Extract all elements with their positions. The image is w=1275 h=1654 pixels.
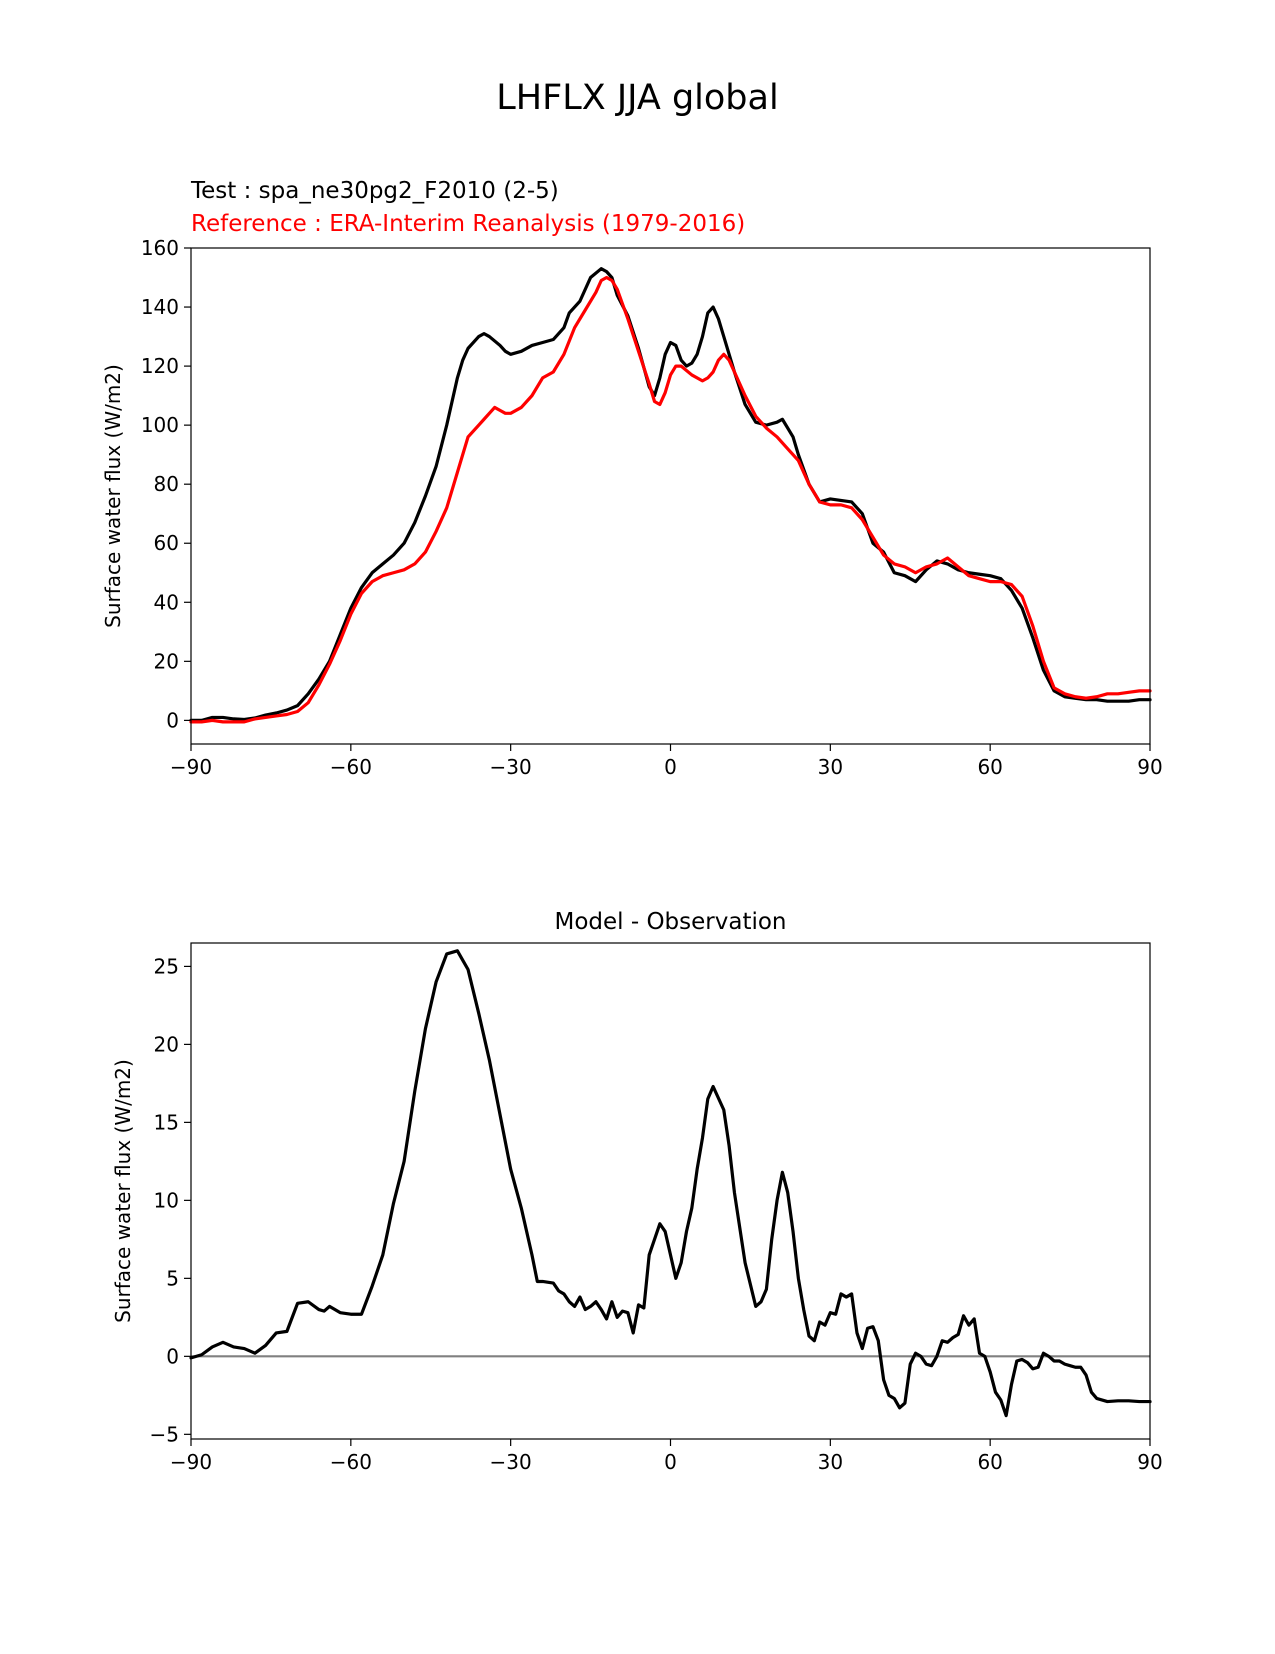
plot-frame [190,247,1151,745]
y-tick-label: 15 [154,1110,179,1134]
y-tick-label: 10 [154,1188,179,1212]
y-tick-label: 0 [166,1344,179,1368]
x-tick-label: −90 [170,1450,212,1474]
y-axis-label: Surface water flux (W/m2) [111,1059,135,1323]
y-tick-label: 140 [141,295,179,319]
x-tick-label: −60 [330,755,372,779]
y-tick-label: 25 [154,954,179,978]
y-tick-label: 0 [166,708,179,732]
x-tick-label: −30 [490,1450,532,1474]
x-tick-label: 60 [977,755,1002,779]
y-axis-label: Surface water flux (W/m2) [101,364,125,628]
y-tick-label: 60 [154,531,179,555]
x-tick-label: 30 [818,755,843,779]
x-tick-label: 30 [818,1450,843,1474]
y-tick-label: 120 [141,354,179,378]
y-tick-label: 100 [141,413,179,437]
y-tick-label: 40 [154,590,179,614]
x-tick-label: 0 [664,1450,677,1474]
y-tick-label: −5 [150,1422,179,1446]
panel-reference-title: Reference : ERA-Interim Reanalysis (1979… [191,211,745,237]
panel-difference-title: Model - Observation [554,909,786,935]
panel-model-minus-observation: Model - Observation Surface water flux (… [111,909,1163,1474]
panel-test-vs-reference: Test : spa_ne30pg2_F2010 (2-5) Reference… [101,178,1163,779]
x-tick-label: 90 [1137,1450,1162,1474]
x-tick-label: 60 [977,1450,1002,1474]
series-line-0 [189,949,1152,1418]
y-tick-label: 80 [154,472,179,496]
y-tick-label: 20 [154,1032,179,1056]
series-line-1 [189,275,1152,724]
x-tick-label: 0 [664,755,677,779]
x-tick-label: −60 [330,1450,372,1474]
x-tick-label: 90 [1137,755,1162,779]
y-tick-label: 20 [154,649,179,673]
x-tick-label: −30 [490,755,532,779]
plot-frame [190,942,1151,1440]
panel-test-title: Test : spa_ne30pg2_F2010 (2-5) [190,178,559,204]
y-tick-label: 5 [166,1266,179,1290]
figure-title: LHFLX JJA global [496,78,778,118]
y-tick-label: 160 [141,236,179,260]
x-tick-label: −90 [170,755,212,779]
